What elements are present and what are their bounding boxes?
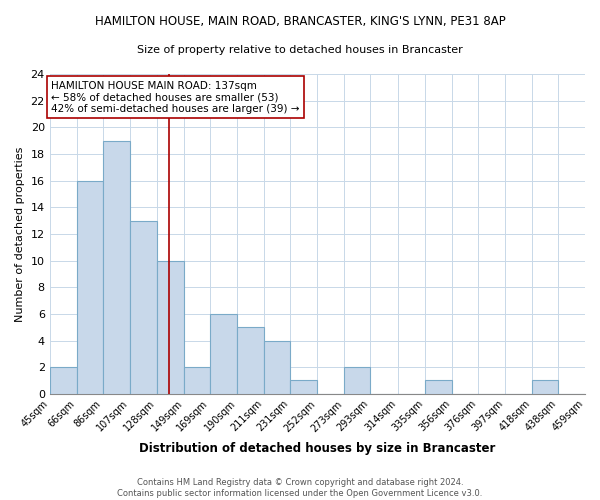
Text: HAMILTON HOUSE, MAIN ROAD, BRANCASTER, KING'S LYNN, PE31 8AP: HAMILTON HOUSE, MAIN ROAD, BRANCASTER, K… bbox=[95, 15, 505, 28]
Bar bbox=[290, 380, 317, 394]
Bar bbox=[184, 367, 210, 394]
Bar bbox=[237, 327, 265, 394]
Text: HAMILTON HOUSE MAIN ROAD: 137sqm
← 58% of detached houses are smaller (53)
42% o: HAMILTON HOUSE MAIN ROAD: 137sqm ← 58% o… bbox=[51, 80, 299, 114]
Bar bbox=[103, 140, 130, 394]
Bar bbox=[50, 367, 77, 394]
Text: Contains HM Land Registry data © Crown copyright and database right 2024.
Contai: Contains HM Land Registry data © Crown c… bbox=[118, 478, 482, 498]
Bar bbox=[77, 180, 103, 394]
Bar bbox=[425, 380, 452, 394]
Y-axis label: Number of detached properties: Number of detached properties bbox=[15, 146, 25, 322]
Bar bbox=[130, 220, 157, 394]
Bar bbox=[265, 340, 290, 394]
Text: Size of property relative to detached houses in Brancaster: Size of property relative to detached ho… bbox=[137, 45, 463, 55]
Bar bbox=[210, 314, 237, 394]
Bar bbox=[157, 260, 184, 394]
X-axis label: Distribution of detached houses by size in Brancaster: Distribution of detached houses by size … bbox=[139, 442, 496, 455]
Bar bbox=[344, 367, 370, 394]
Bar bbox=[532, 380, 558, 394]
